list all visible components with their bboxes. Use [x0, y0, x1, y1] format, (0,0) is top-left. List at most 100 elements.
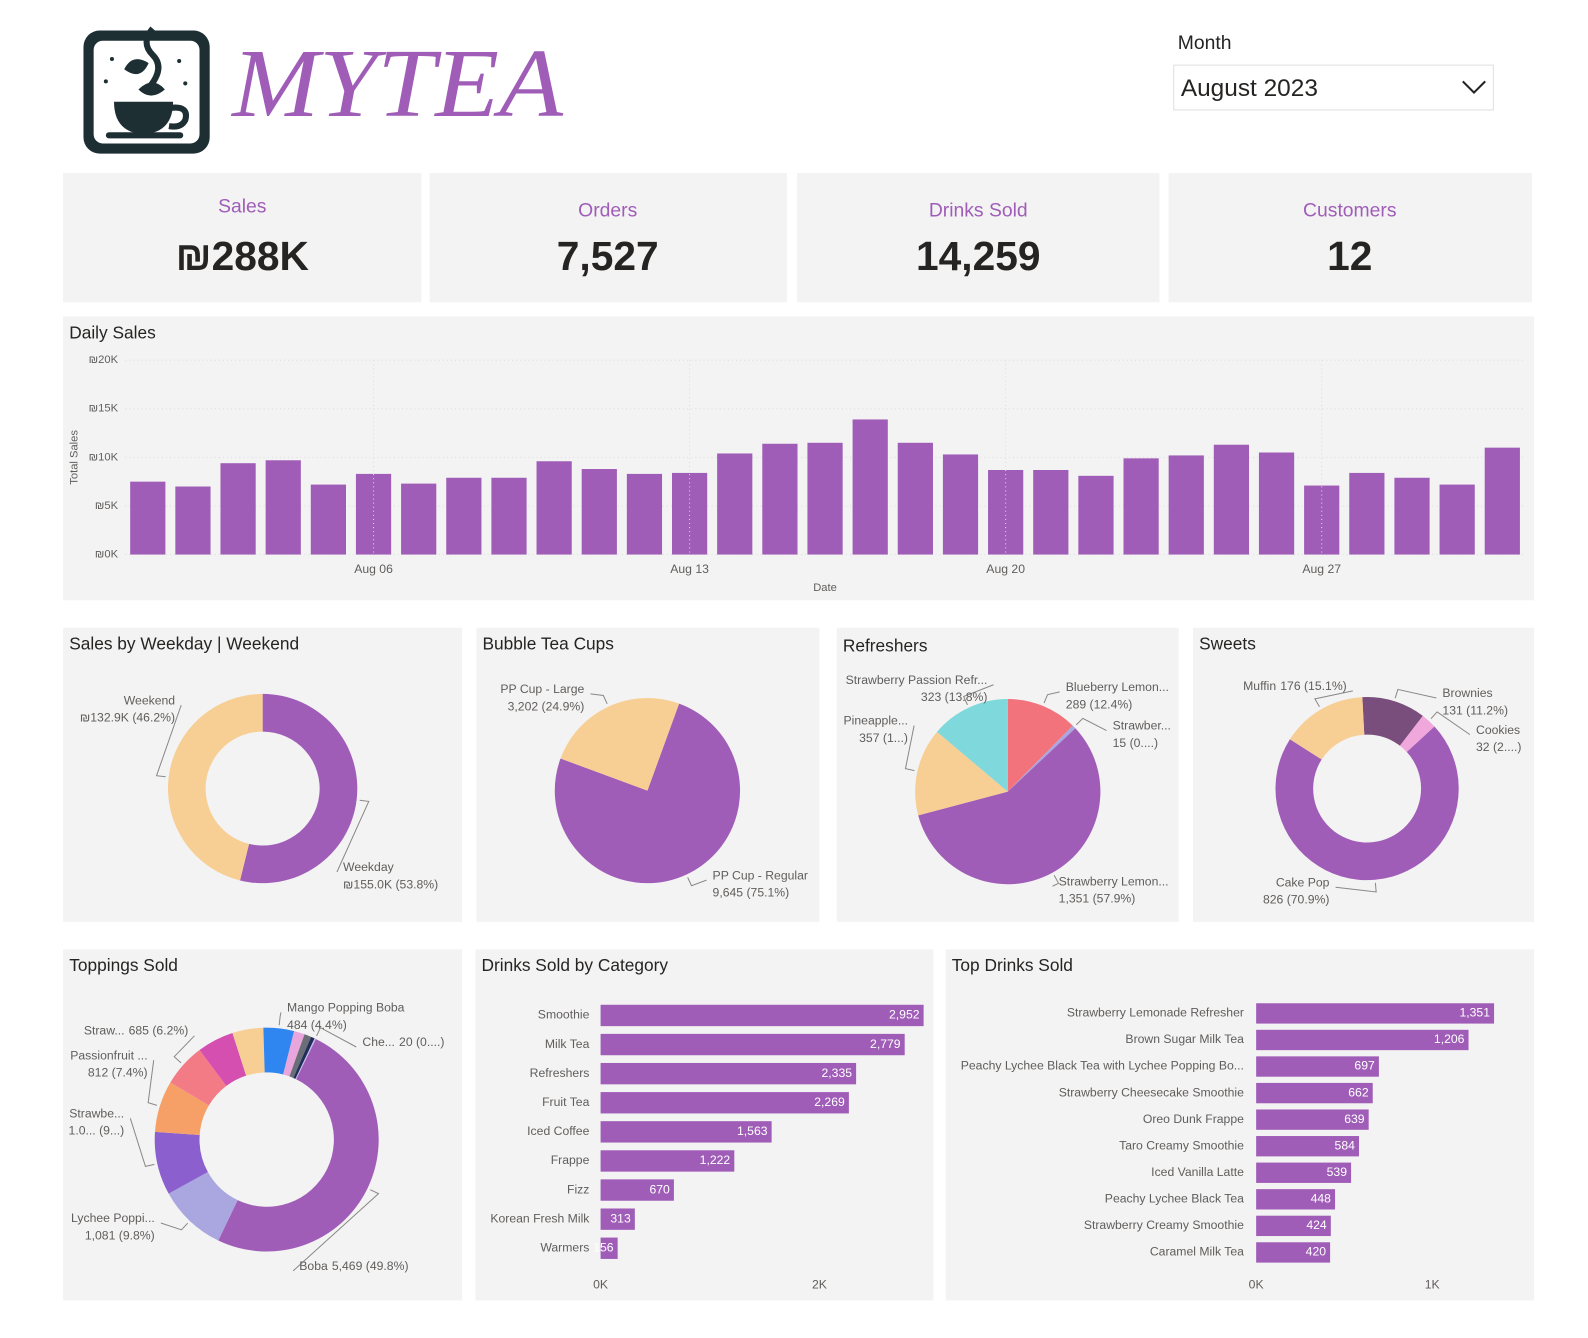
dropdown-chevron[interactable] [1462, 80, 1486, 95]
bar [1256, 1215, 1331, 1237]
bar [581, 469, 617, 555]
bar [1304, 485, 1340, 555]
bar [446, 477, 482, 555]
category-label: Strawberry Creamy Smoothie [1084, 1218, 1244, 1232]
bar [1033, 469, 1069, 555]
bar [1394, 477, 1430, 555]
bar [1256, 1242, 1331, 1263]
data-label: Boba 5,469 (49.8%) [299, 1259, 408, 1273]
data-label: 2,779 [870, 1037, 901, 1051]
data-label: 448 [1311, 1192, 1332, 1206]
category-label: Brown Sugar Milk Tea [1125, 1032, 1244, 1046]
bar [600, 1062, 857, 1085]
chart-title: Sales by Weekday | Weekend [69, 634, 299, 654]
data-label: 1,563 [737, 1124, 768, 1138]
slice [218, 1038, 379, 1252]
data-label: 2,269 [814, 1095, 845, 1109]
bar [1256, 1003, 1495, 1024]
bar [600, 1092, 849, 1114]
kpi-label: Orders [578, 201, 637, 222]
bar [1258, 452, 1295, 555]
category-label: Fizz [567, 1182, 589, 1196]
slicer-box[interactable] [1173, 64, 1494, 111]
bar [717, 453, 753, 555]
slice [295, 1038, 316, 1080]
kpi-label: Sales [218, 197, 266, 218]
slice-value: 1,351 (57.9%) [1059, 892, 1136, 906]
kpi-card [797, 172, 1160, 303]
leader-line [1394, 688, 1437, 699]
bar [175, 486, 211, 555]
slice-name: Weekday [343, 860, 395, 874]
slice-name: Che... [362, 1035, 395, 1049]
data-label: 670 [649, 1182, 670, 1196]
slicer-label: Month [1178, 33, 1232, 54]
bar [852, 419, 888, 555]
kpi-value: ₪288K [176, 233, 309, 279]
slice-name: Strawberry Lemon... [1059, 874, 1169, 888]
x-tick-label: 0K [593, 1277, 608, 1291]
slice [915, 731, 1008, 816]
category-label: Korean Fresh Milk [490, 1211, 590, 1225]
slice [1362, 696, 1423, 746]
slice-name: PP Cup - Large [500, 682, 584, 696]
data-label: 539 [1327, 1165, 1348, 1179]
bar [1256, 1189, 1336, 1210]
slice [232, 1027, 265, 1076]
slicer-value[interactable]: August 2023 [1181, 75, 1318, 102]
slice [170, 1050, 227, 1106]
slice-value: ₪132.9K (46.2%) [80, 711, 175, 725]
slice-name: Strawbe... [69, 1106, 124, 1120]
bar [807, 442, 843, 555]
leader-line [292, 1189, 380, 1272]
leader-line [316, 1027, 357, 1048]
x-axis-title: Date [813, 582, 837, 594]
leader-line [278, 1012, 282, 1026]
chart-title: Daily Sales [69, 322, 156, 342]
y-tick-label: ₪10K [89, 451, 119, 463]
slice-name: Cookies [1476, 723, 1520, 737]
slice-value: 1,081 (9.8%) [85, 1228, 155, 1242]
leader-line [590, 693, 608, 705]
y-tick-label: ₪0K [95, 548, 119, 560]
category-label: Oreo Dunk Frappe [1143, 1112, 1244, 1126]
slice-value: 20 (0....) [399, 1035, 444, 1049]
slice [1007, 699, 1073, 792]
slice [154, 1131, 208, 1194]
slice [1275, 726, 1459, 881]
bar [1168, 455, 1204, 555]
bar [1439, 484, 1475, 555]
slice-name: Weekend [124, 693, 175, 707]
category-label: Milk Tea [545, 1037, 590, 1051]
x-tick-label: Aug 27 [1302, 562, 1341, 576]
slice [918, 728, 1101, 885]
slice [293, 1036, 315, 1079]
data-label: 424 [1306, 1218, 1327, 1232]
slice-value: 9,645 (75.1%) [713, 886, 790, 900]
bar [600, 1121, 772, 1143]
bar [1256, 1136, 1359, 1157]
slice-value: 323 (13.8%) [921, 690, 987, 704]
bar [536, 461, 572, 555]
leader-line [1075, 717, 1107, 732]
slice-value: 1.0... (9...) [69, 1124, 125, 1138]
slice-value: 131 (11.2%) [1442, 703, 1508, 717]
leader-line [1043, 691, 1060, 704]
y-tick-label: ₪20K [89, 354, 119, 366]
slice [168, 1172, 238, 1241]
data-label: 584 [1335, 1138, 1356, 1152]
slice-name: Lychee Poppi... [71, 1211, 155, 1225]
kpi-card [1168, 172, 1533, 303]
slice-value: 826 (70.9%) [1263, 893, 1329, 907]
slice [289, 1034, 312, 1078]
bar [310, 484, 346, 555]
data-label: 1,351 [1459, 1006, 1490, 1020]
bar [600, 1150, 735, 1172]
slice-value: 5,469 (49.8%) [332, 1259, 409, 1273]
leader-line [1430, 711, 1471, 736]
category-label: Peachy Lychee Black Tea with Lychee Popp… [961, 1059, 1244, 1073]
y-axis-title: Total Sales [68, 430, 80, 485]
slice-name: Cake Pop [1276, 875, 1330, 889]
bar [491, 477, 527, 555]
